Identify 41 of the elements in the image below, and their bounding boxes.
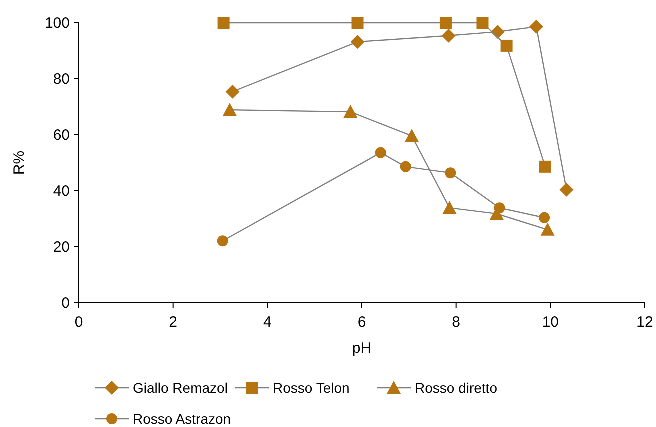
legend-label: Rosso Telon	[273, 380, 350, 396]
x-tick-label: 2	[169, 314, 178, 331]
x-tick-label: 12	[636, 314, 654, 331]
legend-label: Rosso diretto	[415, 380, 498, 396]
y-axis-title: R%	[11, 150, 28, 176]
x-tick-label: 6	[358, 314, 366, 331]
point	[494, 202, 506, 214]
y-tick-label: 40	[53, 183, 70, 200]
point	[539, 212, 550, 224]
point	[539, 160, 552, 173]
x-tick-label: 10	[542, 314, 560, 331]
point	[442, 28, 456, 43]
point	[217, 236, 228, 247]
point	[442, 201, 457, 214]
point	[540, 222, 555, 236]
x-axis-title: pH	[352, 340, 372, 357]
point	[440, 17, 452, 29]
legend-label: Rosso Astrazon	[133, 411, 232, 427]
y-tick-label: 0	[62, 295, 70, 312]
point	[500, 40, 513, 52]
point	[350, 35, 365, 50]
point	[400, 161, 412, 172]
point	[352, 17, 364, 29]
point	[404, 129, 419, 142]
legend-label: Giallo Remazol	[133, 380, 228, 396]
point	[218, 17, 230, 29]
point	[375, 147, 386, 158]
point	[476, 17, 489, 29]
y-tick-label: 80	[53, 71, 70, 88]
y-tick-label: 60	[53, 127, 70, 144]
point	[445, 168, 456, 179]
x-tick-label: 8	[452, 314, 461, 331]
y-tick-label: 20	[53, 239, 70, 256]
point	[222, 103, 237, 116]
point	[530, 20, 544, 34]
y-tick-label: 100	[44, 15, 70, 32]
x-tick-label: 4	[263, 314, 272, 331]
point	[226, 84, 240, 99]
x-tick-label: 0	[74, 314, 84, 331]
point	[560, 182, 574, 197]
point	[344, 105, 358, 118]
